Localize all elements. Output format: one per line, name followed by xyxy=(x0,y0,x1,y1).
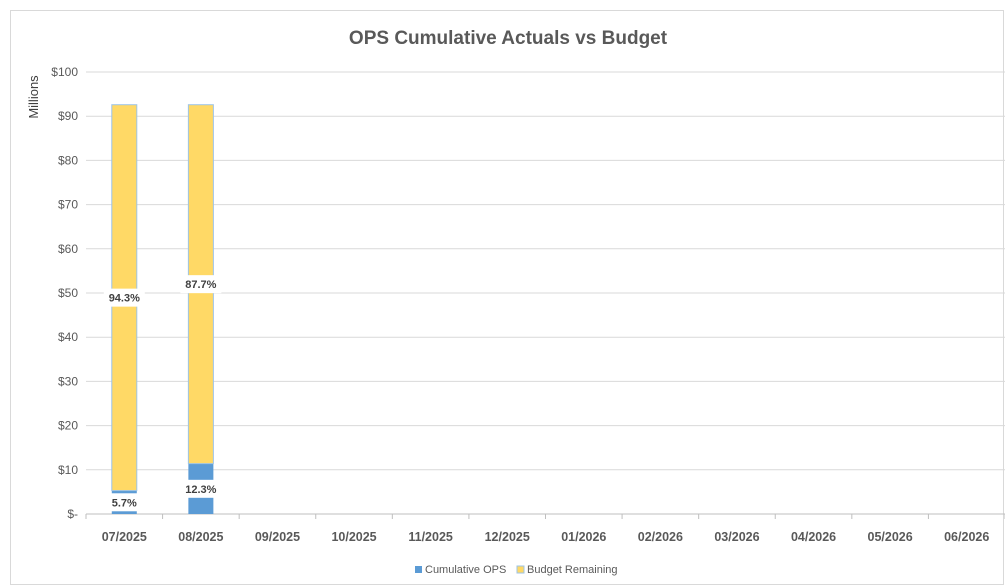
data-label-background xyxy=(103,288,145,307)
y-tick-label: $100 xyxy=(51,65,78,79)
y-tick-label: $- xyxy=(67,507,78,521)
y-tick-label: $30 xyxy=(58,374,78,388)
x-axis-ticks: 07/2025 08/2025 09/2025 10/2025 11/2025 12/20… xyxy=(102,530,990,544)
data-label: 5.7% xyxy=(112,497,137,509)
y-tick-label: $90 xyxy=(58,109,78,123)
y-tick-label: $10 xyxy=(58,463,78,477)
x-tick-label: 11/2025 xyxy=(408,530,453,544)
x-tick-label: 10/2025 xyxy=(331,530,376,544)
y-axis-ticks: $- $10 $20 $30 $40 $50 $60 $70 $80 $90 $100 xyxy=(51,65,78,521)
y-tick-label: $40 xyxy=(58,330,78,344)
x-tick-label: 05/2026 xyxy=(868,530,913,544)
data-label-background xyxy=(107,493,142,512)
data-label: 12.3% xyxy=(185,484,216,496)
data-label: 94.3% xyxy=(109,293,140,305)
x-tick-label: 03/2026 xyxy=(714,530,759,544)
bars xyxy=(111,104,214,514)
legend-swatch xyxy=(415,566,422,573)
x-tick-label: 02/2026 xyxy=(638,530,683,544)
legend-label: Cumulative OPS xyxy=(425,564,506,576)
x-tick-label: 04/2026 xyxy=(791,530,836,544)
y-axis-title: Millions xyxy=(26,75,41,119)
chart-title: OPS Cumulative Actuals vs Budget xyxy=(349,28,668,49)
x-tick-label: 08/2025 xyxy=(178,530,223,544)
x-tick-label: 06/2026 xyxy=(944,530,989,544)
y-tick-label: $70 xyxy=(58,198,78,212)
data-label-background xyxy=(180,479,222,498)
x-tick-label: 09/2025 xyxy=(255,530,300,544)
legend: Cumulative OPS Budget Remaining xyxy=(415,564,618,576)
y-tick-label: $60 xyxy=(58,242,78,256)
y-tick-label: $80 xyxy=(58,153,78,167)
y-tick-label: $50 xyxy=(58,286,78,300)
x-tick-label: 12/2025 xyxy=(485,530,530,544)
y-tick-label: $20 xyxy=(58,419,78,433)
x-tick-label: 07/2025 xyxy=(102,530,147,544)
legend-swatch xyxy=(516,565,525,574)
data-label-background xyxy=(180,275,222,294)
chart-frame xyxy=(10,10,1004,585)
x-tick-label: 01/2026 xyxy=(561,530,606,544)
legend-label: Budget Remaining xyxy=(527,564,618,576)
data-label: 87.7% xyxy=(185,279,216,291)
gridlines xyxy=(85,71,1005,519)
data-labels: 5.7% 94.3% 12.3% 87.7% xyxy=(103,275,222,512)
